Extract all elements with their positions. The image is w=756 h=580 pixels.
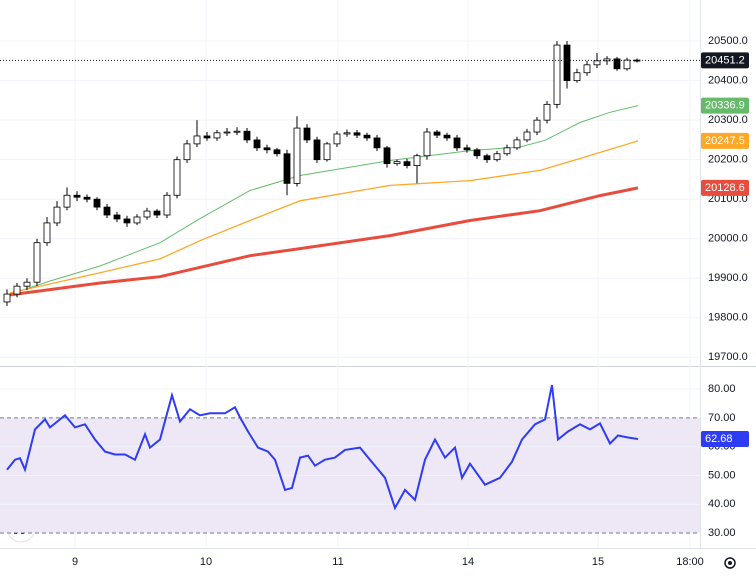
candle-body	[453, 137, 461, 149]
moving-average	[9, 105, 639, 295]
candle-body	[73, 194, 81, 198]
y-tick-label: 20400.0	[708, 75, 748, 87]
candle-body	[383, 147, 391, 165]
candle-body	[213, 132, 221, 139]
candle-body	[243, 130, 251, 141]
candle-body	[133, 216, 141, 224]
candle-body	[403, 161, 411, 167]
candle-body	[193, 135, 201, 145]
candle-body	[343, 132, 351, 135]
candle-body	[23, 281, 31, 287]
y-tick-label: 30.00	[708, 527, 736, 539]
price-label: 62.68	[705, 433, 733, 445]
candle-body	[143, 210, 151, 218]
price-label: 20247.5	[705, 135, 745, 147]
candle-body	[563, 44, 571, 82]
candle-body	[33, 242, 41, 283]
y-tick-label: 70.00	[708, 412, 736, 424]
candle-body	[333, 133, 341, 145]
candle-body	[413, 155, 421, 167]
candle-body	[493, 153, 501, 161]
candle-body	[173, 159, 181, 196]
y-tick-label: 80.00	[708, 383, 736, 395]
candle-body	[283, 153, 291, 184]
moving-average	[9, 140, 639, 294]
candle-body	[503, 147, 511, 155]
candle-body	[363, 134, 371, 139]
candle-body	[613, 58, 621, 70]
candle-body	[13, 285, 21, 295]
price-label: 20336.9	[705, 99, 745, 111]
candle-body	[43, 222, 51, 244]
y-tick-label: 19900.0	[708, 272, 748, 284]
y-tick-label: 40.00	[708, 498, 736, 510]
y-tick-label: 20100.0	[708, 193, 748, 205]
y-tick-label: 19700.0	[708, 351, 748, 363]
moving-average	[9, 186, 639, 297]
candle-body	[523, 131, 531, 141]
candle-body	[443, 134, 451, 139]
candle-body	[273, 149, 281, 155]
candle-body	[233, 130, 241, 133]
rsi-line	[6, 384, 639, 511]
candle-body	[293, 127, 301, 184]
candle-body	[433, 131, 441, 136]
settings-icon[interactable]	[724, 557, 736, 569]
candle-body	[303, 127, 311, 141]
candle-body	[3, 293, 11, 303]
y-tick-label: 20000.0	[708, 233, 748, 245]
candle-body	[623, 59, 631, 70]
candle-body	[103, 206, 111, 216]
candle-body	[253, 139, 261, 149]
y-tick-label: 50.00	[708, 469, 736, 481]
candle-body	[183, 143, 191, 161]
x-tick-label: 14	[462, 556, 474, 568]
x-tick-label: 9	[72, 556, 78, 568]
x-tick-label: 10	[200, 556, 212, 568]
candle-body	[373, 137, 381, 149]
candle-body	[123, 218, 131, 224]
candle-body	[113, 214, 121, 220]
candle-body	[163, 194, 171, 216]
candle-body	[593, 60, 601, 66]
candle-body	[323, 143, 331, 161]
candle-body	[153, 210, 161, 216]
candle-body	[353, 132, 361, 136]
price-label-box	[701, 97, 749, 114]
y-tick-label: 19800.0	[708, 312, 748, 324]
candle-body	[313, 139, 321, 161]
candle-body	[223, 131, 231, 134]
candle-body	[263, 147, 271, 151]
candle-body	[543, 103, 551, 121]
y-tick-label: 20500.0	[708, 35, 748, 47]
candle-body	[533, 119, 541, 133]
candle-body	[583, 64, 591, 74]
price-label-box	[701, 52, 749, 69]
x-tick-label: 18:00	[676, 556, 704, 568]
candle-body	[463, 147, 471, 151]
candle-body	[83, 196, 91, 200]
candle-body	[553, 44, 561, 105]
candle-body	[53, 206, 61, 224]
price-label: 20128.6	[705, 182, 745, 194]
price-label-box	[701, 430, 749, 447]
x-tick-label: 15	[592, 556, 604, 568]
candle-body	[473, 149, 481, 157]
price-label-box	[701, 132, 749, 149]
x-tick-label: 11	[332, 556, 343, 568]
candle-body	[483, 155, 491, 161]
y-tick-label: 20300.0	[708, 114, 748, 126]
candle-body	[573, 72, 581, 82]
y-tick-label: 20200.0	[708, 154, 748, 166]
candle-body	[513, 139, 521, 149]
price-label-box	[701, 179, 749, 196]
price-label: 20451.2	[705, 54, 745, 66]
candle-body	[423, 131, 431, 157]
candle-body	[93, 198, 101, 208]
candle-body	[393, 161, 401, 165]
candle-body	[63, 194, 71, 208]
candle-body	[203, 135, 211, 139]
